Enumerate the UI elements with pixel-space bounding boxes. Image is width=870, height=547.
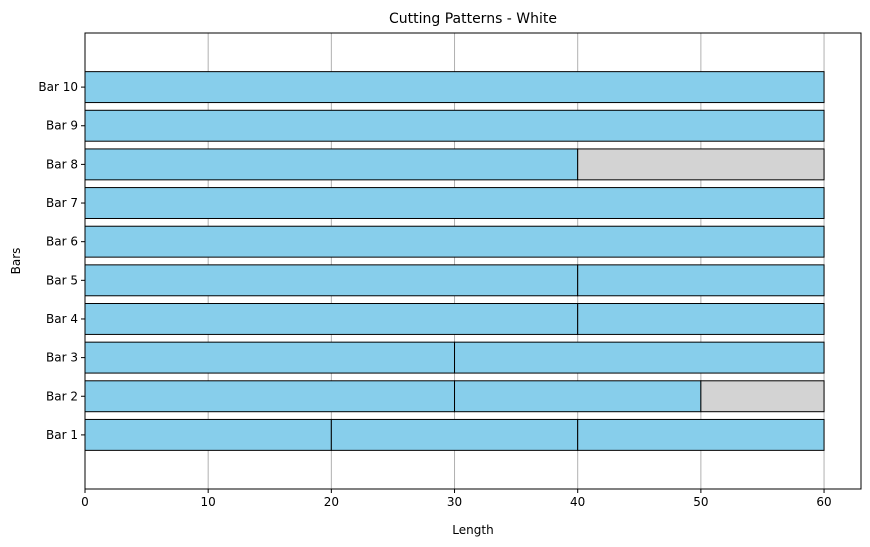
x-tick-label-1: 10 — [201, 495, 216, 509]
y-axis: Bar 1 Bar 2 Bar 3 Bar 4 Bar 5 Bar 6 Bar 7 Bar 8… — [38, 80, 85, 442]
y-tick-label-2: Bar 3 — [46, 351, 78, 365]
y-tick-label-6: Bar 7 — [46, 196, 78, 210]
bar-3-segment-1 — [84, 341, 456, 374]
bar-9-segment-1 — [84, 109, 825, 142]
y-tick-label-4: Bar 5 — [46, 273, 78, 287]
x-tick-label-3: 30 — [447, 495, 462, 509]
bars — [84, 71, 825, 451]
y-tick-label-8: Bar 9 — [46, 119, 78, 133]
x-tick-label-2: 20 — [324, 495, 339, 509]
x-axis-label: Length — [452, 523, 493, 537]
bar-4-segment-2 — [577, 303, 825, 335]
plot-frame — [84, 32, 862, 490]
bar-7-segment-1 — [84, 187, 825, 219]
gridlines — [84, 33, 825, 489]
bar-5-segment-1 — [84, 264, 579, 297]
x-tick-label-0: 0 — [81, 495, 89, 509]
x-axis: 0 10 20 30 40 50 60 — [81, 489, 832, 509]
y-tick-label-5: Bar 6 — [46, 235, 78, 249]
y-tick-label-7: Bar 8 — [46, 157, 78, 171]
bar-8-segment-2-waste — [577, 148, 825, 181]
bar-3-segment-2 — [454, 341, 825, 374]
bar-1-segment-2 — [330, 418, 579, 451]
bar-4-segment-1 — [84, 303, 579, 335]
chart-title: Cutting Patterns - White — [389, 11, 557, 27]
bar-8-segment-1 — [84, 148, 579, 181]
bar-1-segment-1 — [84, 418, 332, 451]
y-tick-label-1: Bar 2 — [46, 389, 78, 403]
y-tick-label-0: Bar 1 — [46, 428, 78, 442]
x-tick-label-5: 50 — [693, 495, 708, 509]
bar-2-segment-2 — [454, 380, 702, 413]
bar-1-segment-3 — [577, 418, 825, 451]
x-tick-label-4: 40 — [570, 495, 585, 509]
y-axis-label: Bars — [9, 248, 23, 275]
bar-2-segment-3-waste — [700, 380, 825, 413]
y-tick-label-9: Bar 10 — [38, 80, 78, 94]
x-tick-label-6: 60 — [816, 495, 831, 509]
bar-6-segment-1 — [84, 225, 825, 258]
bar-10-segment-1 — [84, 71, 825, 104]
y-tick-label-3: Bar 4 — [46, 312, 78, 326]
bar-2-segment-1 — [84, 380, 456, 413]
bar-5-segment-2 — [577, 264, 825, 297]
